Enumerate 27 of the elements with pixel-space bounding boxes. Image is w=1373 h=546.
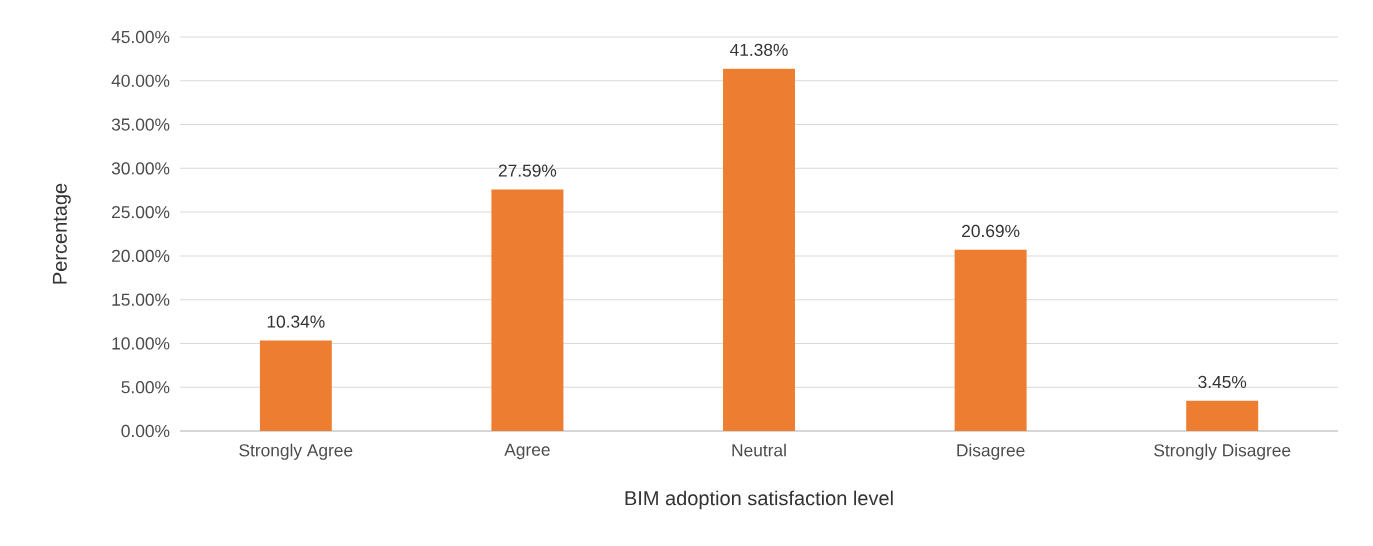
x-axis-title: BIM adoption satisfaction level xyxy=(625,490,893,510)
y-tick-label: 0.00% xyxy=(121,424,170,438)
y-tick-label: 15.00% xyxy=(112,293,170,306)
x-tick-label: Neutral xyxy=(732,443,786,457)
y-axis-title: Percentage xyxy=(52,183,71,284)
x-tick-label: Disagree xyxy=(957,443,1025,460)
data-label: 10.34% xyxy=(267,315,325,328)
data-label: 27.59% xyxy=(498,164,557,177)
data-label: 20.69% xyxy=(962,224,1020,238)
y-tick-label: 35.00% xyxy=(111,118,170,131)
y-tick-label: 30.00% xyxy=(111,162,170,175)
y-tick-label: 10.00% xyxy=(112,337,170,350)
bar xyxy=(954,249,1027,431)
bar xyxy=(1186,400,1259,431)
bar xyxy=(491,189,564,431)
y-tick-label: 5.00% xyxy=(121,381,170,394)
y-tick-label: 25.00% xyxy=(112,205,170,219)
x-tick-label: Strongly Agree xyxy=(239,443,353,460)
y-tick-label: 40.00% xyxy=(111,74,170,87)
y-tick-label: 20.00% xyxy=(112,249,170,263)
data-label: 3.45% xyxy=(1198,375,1247,389)
y-tick-label: 45.00% xyxy=(111,30,170,44)
x-tick-label: Agree xyxy=(504,443,550,460)
data-label: 41.38% xyxy=(730,43,788,56)
bar xyxy=(723,68,796,431)
bar xyxy=(259,340,332,431)
x-tick-label: Strongly Disagree xyxy=(1154,443,1291,460)
